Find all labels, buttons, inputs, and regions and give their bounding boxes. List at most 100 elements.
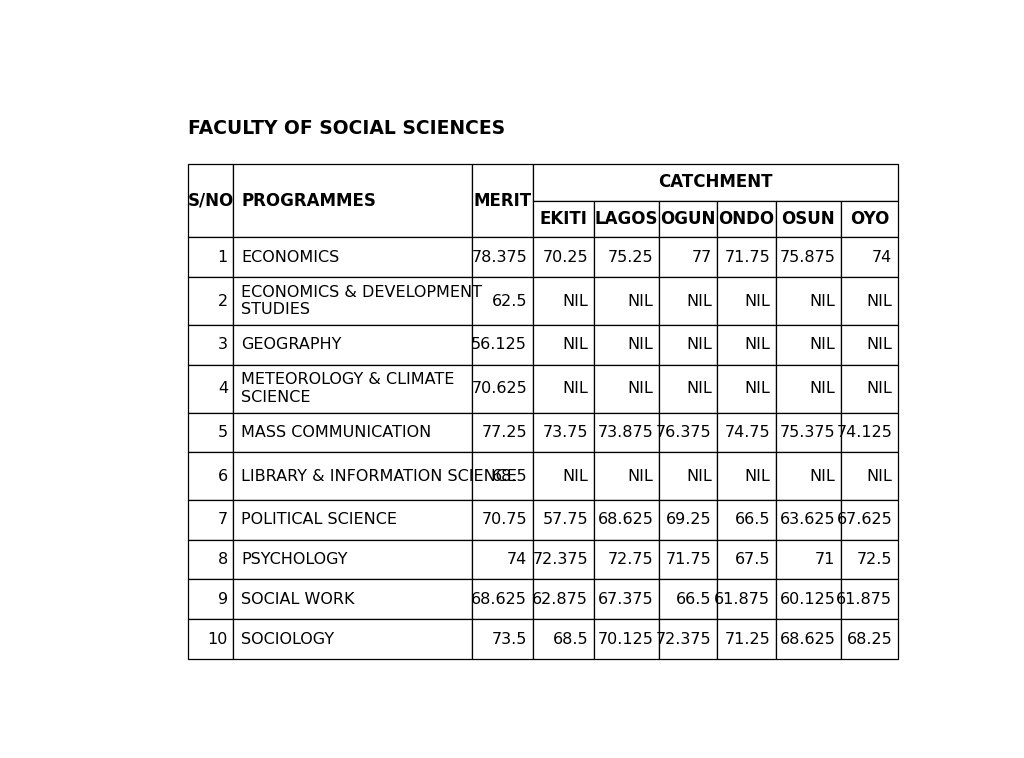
Text: PSYCHOLOGY: PSYCHOLOGY	[242, 552, 348, 567]
Text: NIL: NIL	[562, 468, 588, 484]
Bar	[594, 500, 658, 540]
Bar	[658, 453, 717, 500]
Bar	[717, 277, 776, 325]
Text: 71: 71	[815, 552, 836, 567]
Text: ECONOMICS: ECONOMICS	[242, 250, 340, 265]
Bar	[532, 412, 594, 453]
Text: CATCHMENT: CATCHMENT	[658, 174, 772, 191]
Text: NIL: NIL	[810, 468, 836, 484]
Bar	[594, 540, 658, 579]
Text: 61.875: 61.875	[837, 592, 892, 607]
Text: NIL: NIL	[628, 337, 653, 352]
Bar	[841, 412, 898, 453]
Text: NIL: NIL	[866, 293, 892, 309]
Text: NIL: NIL	[686, 337, 712, 352]
Bar	[717, 201, 776, 237]
Text: 74: 74	[507, 552, 527, 567]
Bar	[233, 579, 472, 619]
Text: NIL: NIL	[810, 293, 836, 309]
Bar	[594, 277, 658, 325]
Text: 74.125: 74.125	[837, 425, 892, 440]
Bar	[532, 500, 594, 540]
Bar	[776, 277, 841, 325]
Bar	[658, 325, 717, 365]
Bar	[594, 619, 658, 659]
Bar	[187, 619, 233, 659]
Bar	[594, 579, 658, 619]
Bar	[233, 325, 472, 365]
Bar	[532, 619, 594, 659]
Bar	[187, 412, 233, 453]
Text: NIL: NIL	[810, 337, 836, 352]
Text: 75.25: 75.25	[607, 250, 653, 265]
Bar	[658, 619, 717, 659]
Text: 6: 6	[218, 468, 228, 484]
Bar	[594, 365, 658, 412]
Text: 3: 3	[218, 337, 228, 352]
Bar	[717, 453, 776, 500]
Bar	[658, 412, 717, 453]
Text: 71.75: 71.75	[725, 250, 770, 265]
Text: NIL: NIL	[686, 468, 712, 484]
Text: 56.125: 56.125	[471, 337, 527, 352]
Text: GEOGRAPHY: GEOGRAPHY	[242, 337, 342, 352]
Text: 76.375: 76.375	[656, 425, 712, 440]
Text: SOCIAL WORK: SOCIAL WORK	[242, 592, 355, 607]
Text: 1: 1	[218, 250, 228, 265]
Text: 67.5: 67.5	[735, 552, 770, 567]
Text: NIL: NIL	[744, 468, 770, 484]
Text: 8: 8	[218, 552, 228, 567]
Bar	[187, 277, 233, 325]
Bar	[187, 540, 233, 579]
Text: 73.5: 73.5	[492, 631, 527, 647]
Bar	[532, 237, 594, 277]
Text: LAGOS: LAGOS	[595, 210, 658, 228]
Text: 77.25: 77.25	[481, 425, 527, 440]
Text: 10: 10	[208, 631, 228, 647]
Text: NIL: NIL	[628, 293, 653, 309]
Text: NIL: NIL	[810, 381, 836, 396]
Text: NIL: NIL	[744, 337, 770, 352]
Text: 62.5: 62.5	[492, 293, 527, 309]
Bar	[187, 500, 233, 540]
Bar	[658, 540, 717, 579]
Bar	[776, 579, 841, 619]
Text: METEOROLOGY & CLIMATE
SCIENCE: METEOROLOGY & CLIMATE SCIENCE	[242, 372, 455, 405]
Bar	[472, 277, 532, 325]
Bar	[658, 365, 717, 412]
Text: 72.375: 72.375	[532, 552, 588, 567]
Bar	[717, 365, 776, 412]
Text: NIL: NIL	[744, 293, 770, 309]
Bar	[594, 453, 658, 500]
Text: 67.375: 67.375	[598, 592, 653, 607]
Bar	[472, 412, 532, 453]
Bar	[233, 540, 472, 579]
Bar	[841, 579, 898, 619]
Text: 68.25: 68.25	[847, 631, 892, 647]
Bar	[776, 619, 841, 659]
Text: NIL: NIL	[562, 293, 588, 309]
Bar	[532, 164, 898, 201]
Text: FACULTY OF SOCIAL SCIENCES: FACULTY OF SOCIAL SCIENCES	[187, 119, 505, 138]
Text: OGUN: OGUN	[660, 210, 716, 228]
Bar	[594, 412, 658, 453]
Text: 63.625: 63.625	[780, 512, 836, 528]
Bar	[233, 164, 472, 237]
Bar	[472, 579, 532, 619]
Bar	[532, 540, 594, 579]
Bar	[841, 619, 898, 659]
Text: 70.125: 70.125	[597, 631, 653, 647]
Text: NIL: NIL	[628, 381, 653, 396]
Bar	[658, 201, 717, 237]
Bar	[776, 540, 841, 579]
Text: 77: 77	[691, 250, 712, 265]
Bar	[776, 500, 841, 540]
Bar	[233, 365, 472, 412]
Bar	[187, 164, 233, 237]
Bar	[841, 201, 898, 237]
Bar	[233, 237, 472, 277]
Bar	[717, 237, 776, 277]
Text: 61.875: 61.875	[714, 592, 770, 607]
Bar	[717, 325, 776, 365]
Text: 68.5: 68.5	[492, 468, 527, 484]
